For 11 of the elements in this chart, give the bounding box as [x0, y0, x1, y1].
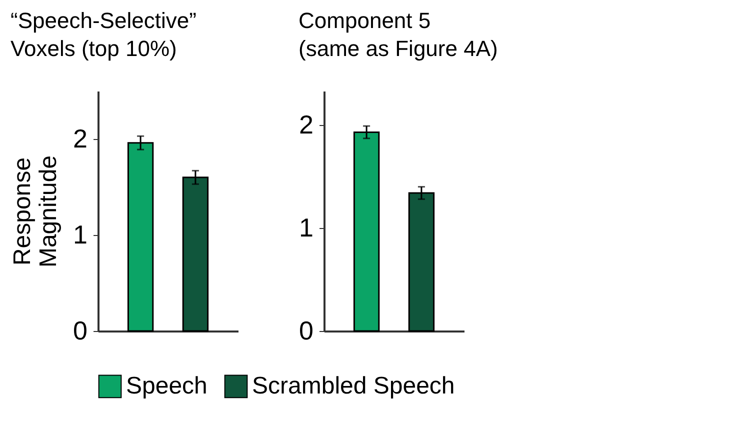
y-tick-label: 1 — [299, 212, 314, 242]
y-axis-title: Response Magnitude — [9, 155, 62, 268]
chart-title: “Speech-Selective” Voxels (top 10%) — [10, 8, 196, 61]
chart-title: Component 5 (same as Figure 4A) — [298, 8, 498, 61]
legend-label: Speech — [126, 372, 208, 400]
y-tick-label: 2 — [73, 124, 88, 154]
y-tick-label: 1 — [73, 220, 88, 250]
y-tick-label: 0 — [73, 316, 88, 346]
legend-label: Scrambled Speech — [252, 372, 455, 400]
y-tick-label: 2 — [299, 109, 314, 140]
y-tick-label: 0 — [299, 316, 314, 346]
